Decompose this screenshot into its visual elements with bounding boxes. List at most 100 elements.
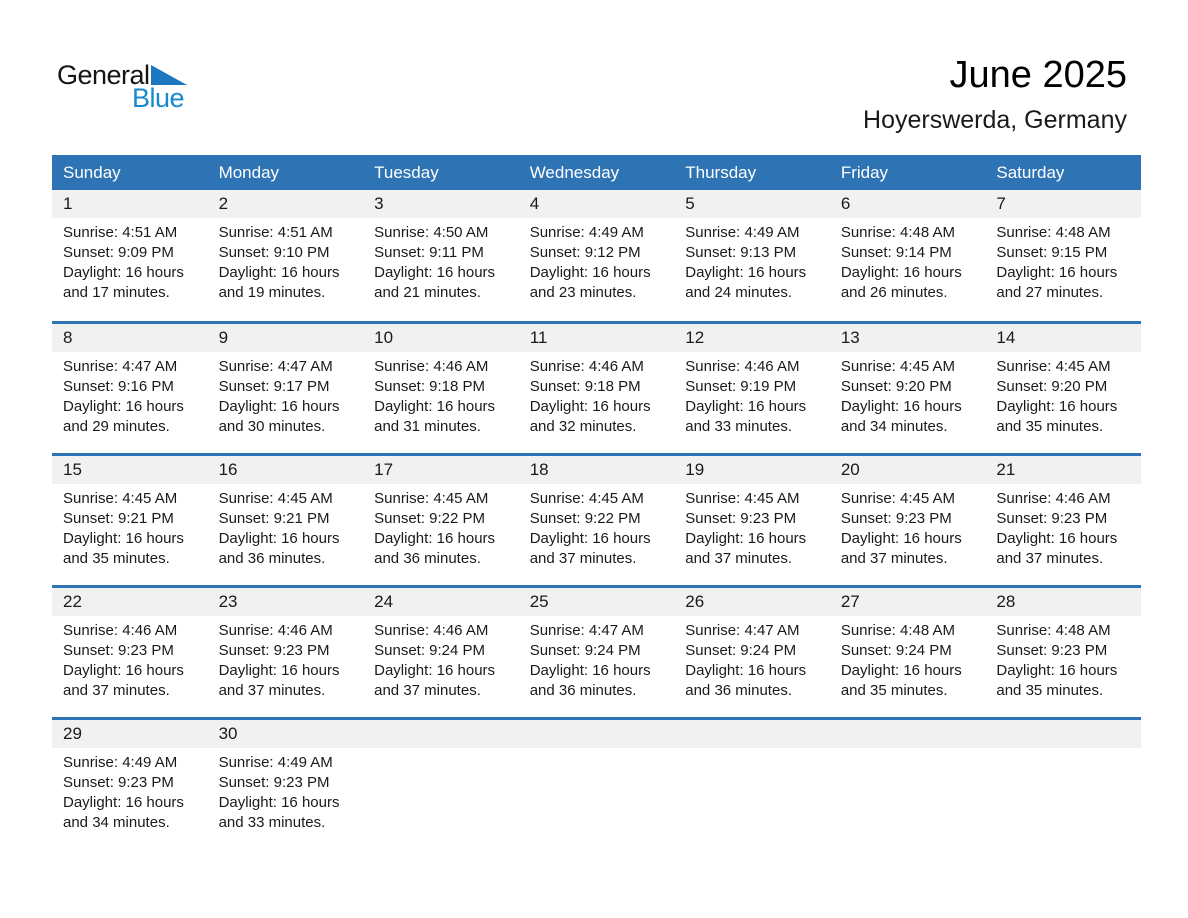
- daylight-text-line2: and 34 minutes.: [840, 417, 948, 435]
- day-number: 1: [52, 190, 208, 218]
- day-cell-19: 19 Sunrise: 4:45 AM Sunset: 9:23 PM Dayligh…: [674, 454, 830, 586]
- day-number: 21: [985, 455, 1141, 484]
- day-details: Sunrise: 4:47 AM Sunset: 9:24 PM Daylight:…: [519, 616, 675, 701]
- day-number: 2: [207, 190, 364, 218]
- sunset-text: Sunset: 9:23 PM: [218, 773, 330, 791]
- sunrise-text: Sunrise: 4:45 AM: [840, 357, 956, 375]
- day-details: Sunrise: 4:48 AM Sunset: 9:23 PM Daylight:…: [985, 616, 1141, 701]
- weekday-header-wednesday: Wednesday: [518, 155, 675, 190]
- sunset-text: Sunset: 9:20 PM: [996, 377, 1108, 395]
- sunset-text: Sunset: 9:23 PM: [685, 509, 797, 527]
- day-details: Sunrise: 4:45 AM Sunset: 9:20 PM Daylight:…: [985, 352, 1141, 437]
- daylight-text-line1: Daylight: 16 hours: [840, 529, 962, 547]
- day-details: Sunrise: 4:51 AM Sunset: 9:09 PM Daylight:…: [52, 218, 208, 303]
- day-details: Sunrise: 4:47 AM Sunset: 9:17 PM Daylight:…: [208, 352, 364, 437]
- weekday-header-friday: Friday: [829, 155, 986, 190]
- sunrise-text: Sunrise: 4:49 AM: [218, 753, 333, 771]
- day-number: 29: [52, 719, 208, 748]
- day-number: 12: [674, 323, 830, 352]
- day-cell-2: 2 Sunrise: 4:51 AM Sunset: 9:10 PM Daylight…: [207, 190, 364, 322]
- day-number: 18: [518, 455, 675, 484]
- day-number: 9: [207, 323, 364, 352]
- sunset-text: Sunset: 9:10 PM: [218, 244, 330, 261]
- general-blue-logo: General Blue: [57, 60, 187, 114]
- day-details: Sunrise: 4:48 AM Sunset: 9:24 PM Daylight:…: [830, 616, 986, 701]
- sunset-text: Sunset: 9:24 PM: [529, 641, 641, 659]
- daylight-text-line1: Daylight: 16 hours: [63, 793, 184, 811]
- day-number: 23: [207, 587, 364, 616]
- sunrise-text: Sunrise: 4:46 AM: [63, 621, 178, 639]
- daylight-text-line1: Daylight: 16 hours: [529, 661, 651, 679]
- day-details: Sunrise: 4:45 AM Sunset: 9:21 PM Daylight:…: [208, 484, 364, 569]
- day-details: Sunrise: 4:46 AM Sunset: 9:18 PM Daylight:…: [519, 352, 675, 437]
- day-details: Sunrise: 4:48 AM Sunset: 9:15 PM Daylight:…: [985, 218, 1141, 303]
- sunset-text: Sunset: 9:09 PM: [63, 244, 174, 261]
- day-details: Sunrise: 4:45 AM Sunset: 9:20 PM Daylight:…: [830, 352, 986, 437]
- sunrise-text: Sunrise: 4:47 AM: [63, 357, 178, 375]
- day-cell-23: 23 Sunrise: 4:46 AM Sunset: 9:23 PM Dayligh…: [207, 586, 364, 718]
- day-cell-16: 16 Sunrise: 4:45 AM Sunset: 9:21 PM Dayligh…: [207, 454, 364, 586]
- week-row-5: 29 Sunrise: 4:49 AM Sunset: 9:23 PM Dayligh…: [52, 718, 1141, 836]
- day-details: Sunrise: 4:45 AM Sunset: 9:22 PM Daylight:…: [363, 484, 519, 569]
- sunset-text: Sunset: 9:15 PM: [996, 244, 1108, 261]
- weekday-header-row: Sunday Monday Tuesday Wednesday Thursday Frid…: [52, 155, 1141, 190]
- day-number: 22: [52, 587, 208, 616]
- sunset-text: Sunset: 9:19 PM: [685, 377, 797, 395]
- sunset-text: Sunset: 9:20 PM: [840, 377, 952, 395]
- daylight-text-line1: Daylight: 16 hours: [218, 529, 340, 547]
- day-cell-empty: [829, 718, 986, 836]
- day-details: Sunrise: 4:45 AM Sunset: 9:22 PM Daylight:…: [519, 484, 675, 569]
- sunset-text: Sunset: 9:23 PM: [218, 641, 330, 659]
- sunset-text: Sunset: 9:21 PM: [218, 509, 330, 527]
- weekday-header-monday: Monday: [207, 155, 364, 190]
- daylight-text-line2: and 33 minutes.: [685, 417, 792, 435]
- day-cell-5: 5 Sunrise: 4:49 AM Sunset: 9:13 PM Daylight…: [674, 190, 830, 322]
- day-details: Sunrise: 4:46 AM Sunset: 9:23 PM Daylight:…: [985, 484, 1141, 569]
- day-cell-11: 11 Sunrise: 4:46 AM Sunset: 9:18 PM Dayligh…: [518, 322, 675, 454]
- day-details: Sunrise: 4:51 AM Sunset: 9:10 PM Daylight:…: [208, 218, 364, 303]
- sunset-text: Sunset: 9:24 PM: [374, 641, 486, 659]
- sunset-text: Sunset: 9:24 PM: [840, 641, 952, 659]
- logo-triangle-icon: [150, 65, 187, 85]
- sunset-text: Sunset: 9:23 PM: [996, 509, 1108, 527]
- day-number: 19: [674, 455, 830, 484]
- daylight-text-line2: and 34 minutes.: [63, 813, 170, 831]
- day-details: Sunrise: 4:45 AM Sunset: 9:23 PM Daylight:…: [830, 484, 986, 569]
- day-number: 7: [985, 190, 1141, 218]
- daylight-text-line1: Daylight: 16 hours: [218, 397, 340, 415]
- day-cell-24: 24 Sunrise: 4:46 AM Sunset: 9:24 PM Dayligh…: [363, 586, 519, 718]
- day-cell-3: 3 Sunrise: 4:50 AM Sunset: 9:11 PM Daylight…: [363, 190, 519, 322]
- sunrise-text: Sunrise: 4:46 AM: [374, 621, 489, 639]
- daylight-text-line1: Daylight: 16 hours: [63, 661, 184, 679]
- daylight-text-line2: and 19 minutes.: [218, 284, 326, 301]
- logo-text-blue: Blue: [132, 83, 185, 113]
- day-cell-20: 20 Sunrise: 4:45 AM Sunset: 9:23 PM Dayligh…: [829, 454, 986, 586]
- sunset-text: Sunset: 9:23 PM: [63, 641, 174, 659]
- week-row-3: 15 Sunrise: 4:45 AM Sunset: 9:21 PM Dayligh…: [52, 454, 1141, 586]
- sunrise-text: Sunrise: 4:46 AM: [529, 357, 644, 375]
- sunrise-text: Sunrise: 4:45 AM: [685, 489, 800, 507]
- calendar-header: Sunday Monday Tuesday Wednesday Thursday Frid…: [52, 155, 1141, 190]
- day-number: 13: [829, 323, 986, 352]
- daylight-text-line2: and 23 minutes.: [529, 284, 637, 301]
- daylight-text-line2: and 36 minutes.: [685, 681, 792, 699]
- day-cell-12: 12 Sunrise: 4:46 AM Sunset: 9:19 PM Dayligh…: [674, 322, 830, 454]
- day-details: Sunrise: 4:47 AM Sunset: 9:24 PM Daylight:…: [674, 616, 830, 701]
- daylight-text-line1: Daylight: 16 hours: [374, 529, 496, 547]
- daylight-text-line1: Daylight: 16 hours: [529, 397, 651, 415]
- daylight-text-line2: and 36 minutes.: [374, 549, 481, 567]
- day-number-empty: [674, 719, 830, 748]
- sunrise-text: Sunrise: 4:51 AM: [218, 224, 333, 241]
- day-details: Sunrise: 4:46 AM Sunset: 9:18 PM Daylight:…: [363, 352, 519, 437]
- day-details: Sunrise: 4:50 AM Sunset: 9:11 PM Daylight:…: [363, 218, 519, 303]
- sunrise-text: Sunrise: 4:51 AM: [63, 224, 178, 241]
- week-row-2: 8 Sunrise: 4:47 AM Sunset: 9:16 PM Daylight…: [52, 322, 1141, 454]
- day-details: Sunrise: 4:49 AM Sunset: 9:12 PM Daylight:…: [519, 218, 675, 303]
- day-cell-27: 27 Sunrise: 4:48 AM Sunset: 9:24 PM Dayligh…: [829, 586, 986, 718]
- sunrise-text: Sunrise: 4:50 AM: [374, 224, 489, 241]
- day-cell-17: 17 Sunrise: 4:45 AM Sunset: 9:22 PM Dayligh…: [363, 454, 519, 586]
- sunset-text: Sunset: 9:23 PM: [840, 509, 952, 527]
- daylight-text-line2: and 30 minutes.: [218, 417, 326, 435]
- daylight-text-line1: Daylight: 16 hours: [374, 661, 496, 679]
- day-cell-25: 25 Sunrise: 4:47 AM Sunset: 9:24 PM Dayligh…: [518, 586, 675, 718]
